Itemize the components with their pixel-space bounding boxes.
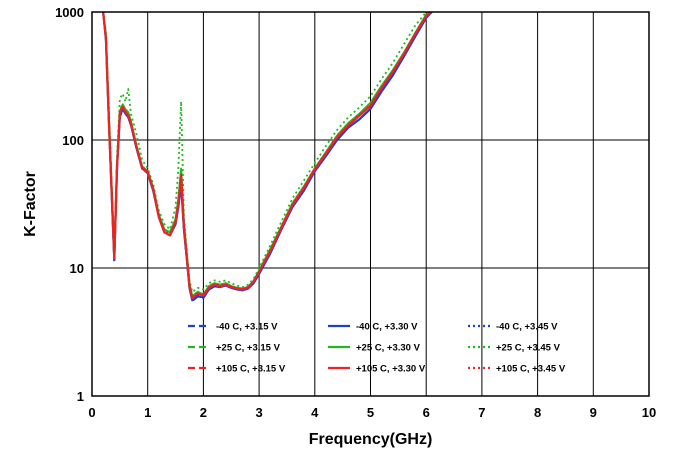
x-tick-label: 9 bbox=[590, 405, 597, 420]
x-tick-label: 4 bbox=[311, 405, 319, 420]
y-tick-label: 100 bbox=[62, 133, 84, 148]
x-tick-label: 10 bbox=[642, 405, 656, 420]
x-tick-label: 6 bbox=[423, 405, 430, 420]
y-tick-labels: 1 10 100 1000 bbox=[55, 5, 84, 404]
plot-frame bbox=[91, 11, 650, 397]
legend-label: +25 C, +3.15 V bbox=[216, 343, 281, 354]
x-tick-label: 8 bbox=[534, 405, 541, 420]
legend-label: +25 C, +3.45 V bbox=[496, 343, 561, 354]
series-line bbox=[102, 12, 433, 300]
x-axis-title: Frequency(GHz) bbox=[309, 431, 433, 448]
x-tick-label: 1 bbox=[144, 405, 151, 420]
x-tick-label: 2 bbox=[200, 405, 207, 420]
legend-label: -40 C, +3.15 V bbox=[216, 322, 278, 333]
series-line bbox=[102, 12, 432, 293]
y-tick-label: 1 bbox=[77, 389, 84, 404]
y-tick-label: 1000 bbox=[55, 5, 84, 20]
legend-label: +105 C, +3.15 V bbox=[216, 364, 286, 375]
series-layer bbox=[102, 12, 433, 303]
x-tick-label: 7 bbox=[478, 405, 485, 420]
x-tick-label: 0 bbox=[88, 405, 95, 420]
legend-label: +25 C, +3.30 V bbox=[356, 343, 421, 354]
y-tick-label: 10 bbox=[70, 261, 84, 276]
y-axis-title: K-Factor bbox=[22, 171, 39, 237]
legend-label: +105 C, +3.45 V bbox=[496, 364, 566, 375]
legend-label: -40 C, +3.45 V bbox=[496, 322, 558, 333]
legend-label: -40 C, +3.30 V bbox=[356, 322, 418, 333]
x-tick-label: 5 bbox=[367, 405, 374, 420]
grid-lines bbox=[92, 12, 649, 396]
x-tick-label: 3 bbox=[255, 405, 262, 420]
legend-label: +105 C, +3.30 V bbox=[356, 364, 426, 375]
legend: -40 C, +3.15 V -40 C, +3.30 V -40 C, +3.45… bbox=[188, 322, 566, 375]
x-tick-labels: 0 1 2 3 4 5 6 7 8 9 10 bbox=[88, 405, 656, 420]
